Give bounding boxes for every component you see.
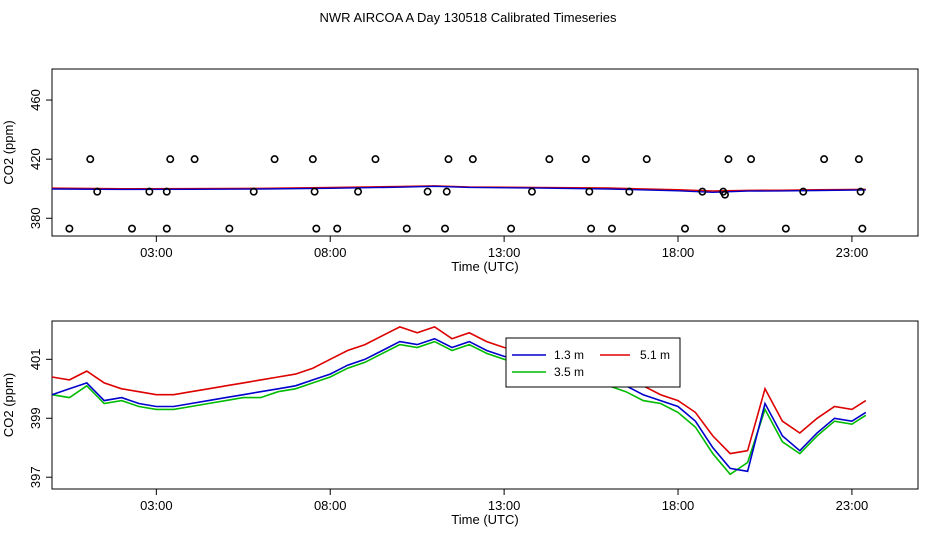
- legend-label: 5.1 m: [640, 348, 670, 362]
- x-tick-label: 23:00: [836, 245, 869, 260]
- data-point: [581, 155, 590, 164]
- y-axis-label: CO2 (ppm): [1, 120, 16, 184]
- y-tick-label: 460: [28, 89, 43, 111]
- data-point: [423, 187, 432, 196]
- data-point: [65, 224, 74, 233]
- legend: 1.3 m 3.5 m 5.1 m: [505, 337, 681, 388]
- plot-frame: [51, 68, 919, 237]
- plot-frame: [51, 320, 919, 490]
- data-point: [856, 187, 865, 196]
- y-tick-label: 380: [28, 207, 43, 229]
- top-panel-scatter: 03:00 08:00 13:00 18:00 23:00 380 420 460 Time (…: [1, 68, 919, 274]
- data-point: [858, 224, 867, 233]
- x-tick-label: 23:00: [836, 498, 869, 513]
- data-point: [127, 224, 136, 233]
- data-point: [308, 155, 317, 164]
- data-point: [545, 155, 554, 164]
- data-point: [442, 187, 451, 196]
- data-point: [507, 224, 516, 233]
- series-line: [51, 337, 867, 473]
- data-point: [720, 190, 729, 199]
- bottom-panel-timeseries: 03:00 08:00 13:00 18:00 23:00 397 399 401 Time (…: [1, 320, 919, 527]
- x-axis-label: Time (UTC): [451, 512, 518, 527]
- data-point: [527, 187, 536, 196]
- x-tick-label: 13:00: [488, 498, 521, 513]
- data-point: [625, 187, 634, 196]
- data-point: [371, 155, 380, 164]
- data-point: [799, 187, 808, 196]
- x-tick-label: 18:00: [662, 498, 695, 513]
- data-point: [585, 187, 594, 196]
- data-point: [441, 224, 450, 233]
- data-point: [717, 224, 726, 233]
- series-line: [51, 185, 866, 194]
- data-point: [698, 187, 707, 196]
- legend-label: 1.3 m: [554, 348, 584, 362]
- data-point: [724, 155, 733, 164]
- series-line: [51, 340, 867, 476]
- y-tick-label: 399: [28, 407, 43, 429]
- y-tick-label: 397: [28, 466, 43, 488]
- data-point: [854, 155, 863, 164]
- x-tick-label: 03:00: [140, 498, 173, 513]
- series-line: [51, 326, 867, 455]
- x-axis-label: Time (UTC): [451, 259, 518, 274]
- data-point: [86, 155, 95, 164]
- data-point: [162, 187, 171, 196]
- data-point: [145, 187, 154, 196]
- data-point: [225, 224, 234, 233]
- x-tick-label: 08:00: [314, 498, 347, 513]
- y-tick-label: 420: [28, 148, 43, 170]
- data-point: [270, 155, 279, 164]
- data-point: [747, 155, 756, 164]
- data-point: [820, 155, 829, 164]
- data-point: [162, 224, 171, 233]
- data-point: [166, 155, 175, 164]
- data-point: [312, 224, 321, 233]
- data-point: [468, 155, 477, 164]
- data-point: [333, 224, 342, 233]
- y-tick-label: 401: [28, 348, 43, 370]
- y-axis-label: CO2 (ppm): [1, 373, 16, 437]
- x-tick-label: 13:00: [488, 245, 521, 260]
- data-point: [402, 224, 411, 233]
- figure-title: NWR AIRCOA A Day 130518 Calibrated Times…: [320, 10, 617, 25]
- data-point: [190, 155, 199, 164]
- data-point: [354, 187, 363, 196]
- x-tick-label: 03:00: [140, 245, 173, 260]
- legend-box: [505, 337, 681, 388]
- data-point: [249, 187, 258, 196]
- x-tick-label: 18:00: [662, 245, 695, 260]
- data-point: [587, 224, 596, 233]
- data-point: [444, 155, 453, 164]
- data-point: [310, 187, 319, 196]
- data-point: [680, 224, 689, 233]
- data-point: [93, 187, 102, 196]
- data-point: [781, 224, 790, 233]
- x-tick-label: 08:00: [314, 245, 347, 260]
- data-point: [642, 155, 651, 164]
- legend-label: 3.5 m: [554, 365, 584, 379]
- data-point: [607, 224, 616, 233]
